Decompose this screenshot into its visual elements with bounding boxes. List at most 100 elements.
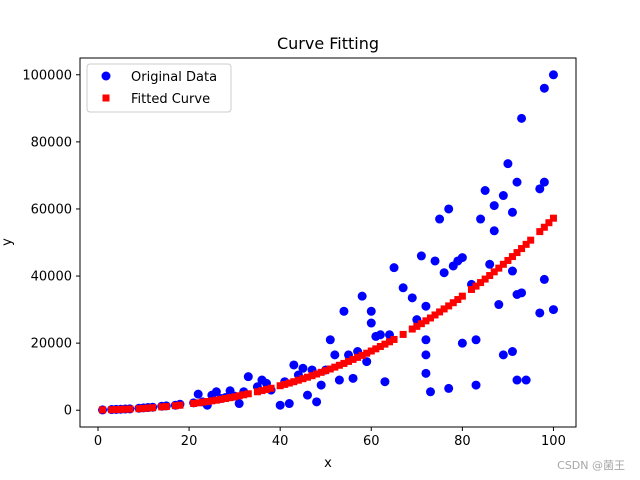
original-data-point-45: [339, 306, 349, 316]
fitted-curve-point-58: [408, 325, 416, 333]
original-data-point-64: [421, 350, 431, 360]
fitted-curve-point-54: [381, 340, 389, 348]
fitted-curve-point-24: [235, 392, 243, 400]
original-data-point-54: [375, 330, 385, 340]
fitted-curve-point-18: [208, 397, 216, 405]
original-data-point-37: [303, 390, 312, 400]
original-data-point-49: [357, 291, 367, 301]
fitted-curve-point-67: [449, 299, 457, 307]
fitted-curve-point-87: [549, 214, 557, 222]
fitted-curve-point-69: [458, 292, 466, 300]
legend-label-fitted-curve: Fitted Curve: [131, 92, 210, 107]
original-data-point-15: [193, 389, 203, 399]
original-data-point-89: [507, 266, 517, 276]
original-data-point-65: [421, 368, 431, 378]
y-tick-label: 100000: [22, 68, 72, 83]
fitted-curve-point-40: [317, 368, 325, 376]
fitted-curve-point-65: [440, 305, 448, 313]
original-data-point-88: [507, 207, 517, 217]
fitted-curve-point-39: [313, 370, 321, 378]
x-tick-label: 0: [94, 434, 102, 449]
fitted-curve-point-5: [126, 405, 134, 413]
fitted-curve-point-71: [472, 282, 480, 290]
fitted-curve-point-60: [417, 320, 425, 328]
original-data-point-94: [517, 113, 527, 123]
legend-marker-fitted-curve: [102, 94, 110, 102]
original-data-point-39: [312, 397, 322, 407]
fitted-curve-point-76: [495, 264, 503, 272]
fitted-curve-point-9: [149, 404, 157, 412]
original-data-point-44: [334, 375, 344, 385]
original-data-point-51: [366, 318, 376, 328]
original-data-point-85: [498, 191, 508, 201]
fitted-curve-point-62: [426, 314, 434, 322]
points-layer: [98, 70, 558, 415]
fitted-curve-point-26: [244, 390, 252, 398]
original-data-point-69: [439, 268, 449, 278]
original-data-point-83: [489, 226, 499, 236]
fitted-curve-point-57: [399, 330, 407, 338]
fitted-curve-point-32: [281, 380, 289, 388]
fitted-curve-point-21: [222, 394, 230, 402]
fitted-curve-point-2: [112, 406, 120, 414]
original-data-point-81: [485, 259, 495, 269]
fitted-curve-point-84: [536, 228, 544, 236]
y-tick-label: 40000: [31, 270, 72, 285]
fitted-curve-point-3: [117, 405, 125, 413]
fitted-curve-point-68: [454, 296, 462, 304]
original-data-point-33: [284, 399, 294, 409]
original-data-point-87: [503, 159, 513, 169]
watermark: CSDN @菌王: [557, 459, 625, 472]
fitted-curve-point-10: [158, 403, 166, 411]
original-data-point-43: [330, 350, 340, 360]
fitted-curve-point-42: [326, 365, 334, 373]
original-data-point-47: [348, 373, 358, 383]
original-data-point-103: [548, 305, 558, 315]
series-1: [99, 214, 557, 414]
original-data-point-101: [539, 274, 549, 284]
x-axis-label: x: [324, 456, 332, 471]
legend-label-original-data: Original Data: [131, 70, 217, 85]
fitted-curve-point-36: [299, 375, 307, 383]
fitted-curve-point-63: [431, 311, 439, 319]
fitted-curve-point-11: [162, 403, 170, 411]
original-data-point-78: [471, 380, 481, 390]
fitted-curve-point-46: [345, 357, 352, 365]
fitted-curve-point-81: [518, 245, 526, 253]
original-data-point-70: [444, 204, 454, 214]
fitted-curve-point-79: [508, 253, 516, 261]
y-axis-label: y: [0, 238, 15, 246]
fitted-curve-point-80: [513, 249, 521, 257]
fitted-curve-point-29: [263, 385, 271, 393]
original-data-point-82: [489, 201, 499, 211]
fitted-curve-point-47: [349, 355, 357, 363]
original-data-point-24: [234, 399, 244, 409]
fitted-curve-point-86: [545, 219, 553, 227]
fitted-curve-point-74: [486, 272, 494, 280]
fitted-curve-point-12: [171, 402, 179, 410]
original-data-point-86: [498, 350, 508, 360]
fitted-curve-point-45: [340, 359, 348, 367]
original-data-point-100: [539, 177, 549, 187]
fitted-curve-point-77: [499, 260, 507, 268]
fitted-curve-point-28: [258, 387, 266, 395]
fitted-curve-point-20: [217, 395, 225, 403]
original-data-point-34: [289, 360, 299, 370]
x-axis-ticks: 0 20 40 60 80 100: [94, 427, 566, 449]
original-data-point-91: [512, 177, 522, 187]
original-data-point-99: [539, 83, 549, 93]
y-axis-ticks: 0 20000 40000 60000 80000 100000: [22, 68, 80, 419]
fitted-curve-point-38: [308, 372, 316, 380]
fitted-curve-point-35: [294, 376, 302, 384]
legend-box: [86, 63, 232, 113]
fitted-curve-point-64: [436, 308, 444, 316]
original-data-point-102: [548, 70, 558, 80]
original-data-point-97: [535, 184, 545, 194]
fitted-curve-point-8: [144, 404, 152, 412]
fitted-curve-point-61: [422, 317, 430, 325]
fitted-curve-point-30: [267, 384, 275, 392]
fitted-curve-point-27: [253, 388, 261, 396]
original-data-point-79: [476, 214, 486, 224]
original-data-point-66: [425, 387, 435, 397]
original-data-point-52: [366, 306, 376, 316]
